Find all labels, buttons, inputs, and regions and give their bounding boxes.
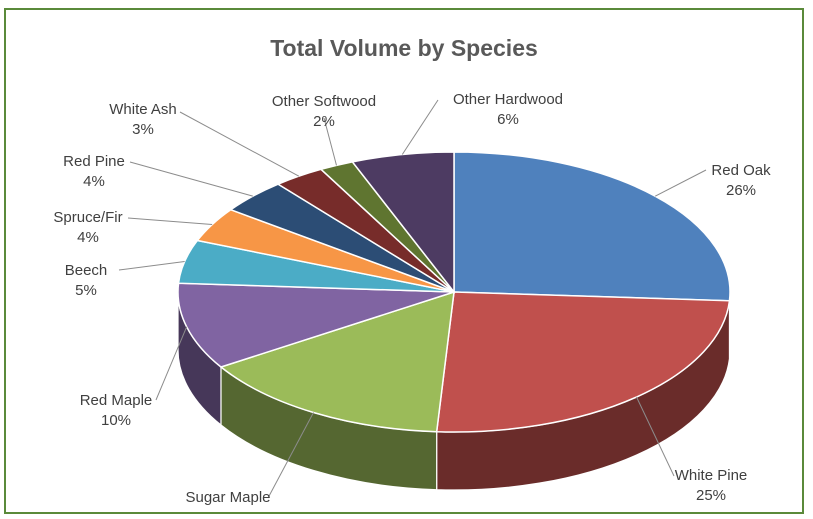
slice-percent-2: 15% bbox=[213, 509, 243, 512]
chart-title: Total Volume by Species bbox=[270, 35, 538, 61]
pie-slice-0 bbox=[453, 151, 731, 302]
slice-name-5: Spruce/Fir bbox=[53, 209, 122, 226]
slice-percent-0: 26% bbox=[726, 182, 756, 199]
slice-name-0: Red Oak bbox=[711, 162, 771, 179]
leader-lines bbox=[118, 99, 707, 499]
chart-frame: Total Volume by Species Red Oak 26% White … bbox=[4, 8, 804, 514]
leader-line-0 bbox=[654, 169, 707, 197]
slice-name-6: Red Pine bbox=[63, 153, 125, 170]
leader-line-4 bbox=[118, 260, 185, 271]
pie-chart: Total Volume by Species Red Oak 26% White … bbox=[53, 35, 771, 512]
slice-name-8: Other Softwood bbox=[272, 93, 376, 110]
leader-line-7 bbox=[179, 111, 300, 177]
slice-percent-6: 4% bbox=[83, 173, 105, 190]
slice-name-2: Sugar Maple bbox=[185, 489, 270, 506]
slice-name-4: Beech bbox=[65, 262, 108, 279]
leader-line-8 bbox=[323, 117, 337, 166]
leader-line-2 bbox=[267, 412, 314, 499]
slice-percent-8: 2% bbox=[313, 113, 335, 130]
pie-slice-3 bbox=[177, 282, 455, 368]
slice-percent-9: 6% bbox=[497, 111, 519, 128]
leader-line-9 bbox=[401, 99, 439, 155]
slice-percent-5: 4% bbox=[77, 229, 99, 246]
slice-name-9: Other Hardwood bbox=[453, 91, 563, 108]
slice-percent-3: 10% bbox=[101, 412, 131, 429]
slice-labels: Red Oak 26% White Pine 25% Sugar Maple 15% Red… bbox=[53, 91, 771, 512]
slice-name-7: White Ash bbox=[109, 101, 177, 118]
leader-line-1 bbox=[636, 396, 675, 477]
leader-line-6 bbox=[129, 161, 253, 197]
slice-name-3: Red Maple bbox=[80, 392, 153, 409]
slice-percent-1: 25% bbox=[696, 487, 726, 504]
slice-name-1: White Pine bbox=[675, 467, 748, 484]
leader-line-5 bbox=[127, 217, 213, 226]
slice-percent-7: 3% bbox=[132, 121, 154, 138]
leader-line-3 bbox=[155, 326, 188, 401]
pie-slices bbox=[177, 151, 731, 433]
slice-percent-4: 5% bbox=[75, 282, 97, 299]
pie-slice-2 bbox=[219, 290, 455, 433]
